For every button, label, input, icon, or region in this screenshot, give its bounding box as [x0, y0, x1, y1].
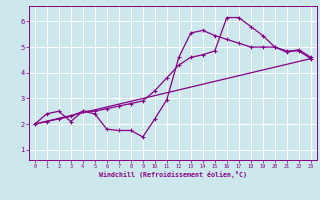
X-axis label: Windchill (Refroidissement éolien,°C): Windchill (Refroidissement éolien,°C)	[99, 171, 247, 178]
